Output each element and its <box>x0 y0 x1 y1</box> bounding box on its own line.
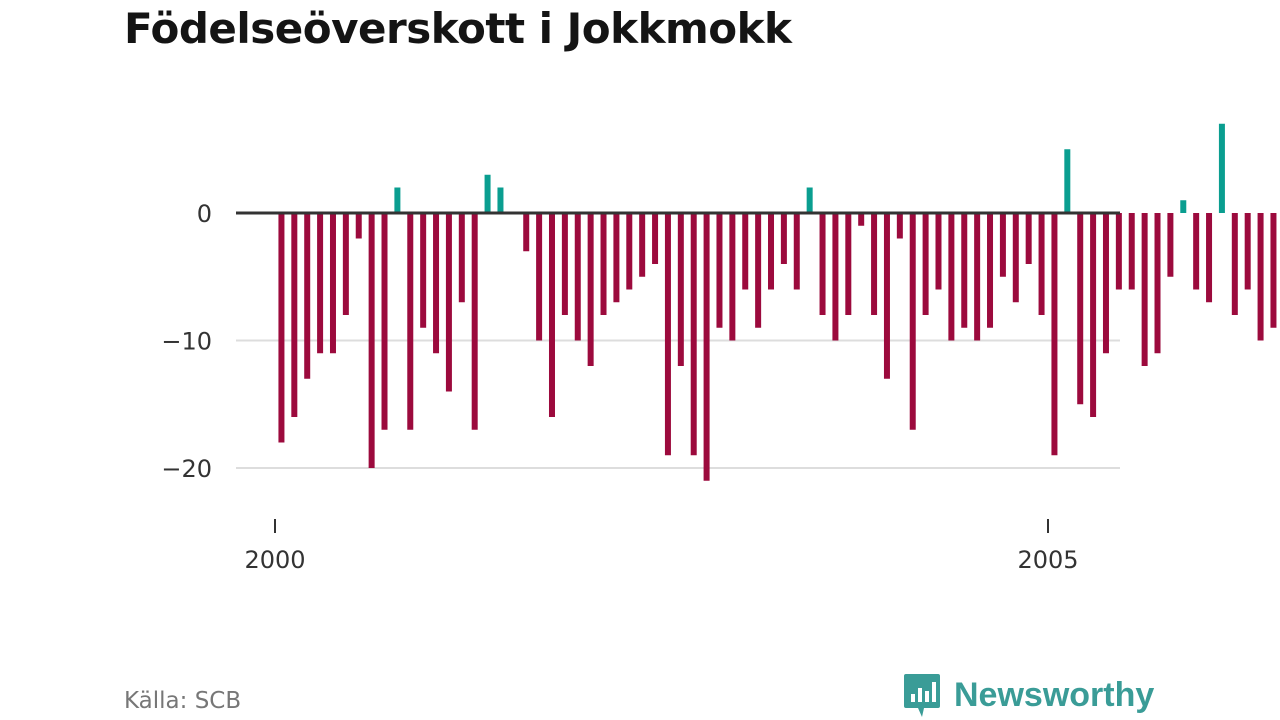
bar <box>548 213 555 417</box>
bar <box>1167 213 1174 277</box>
bar <box>922 213 929 315</box>
bar <box>1257 213 1264 341</box>
bar <box>639 213 646 277</box>
bar <box>896 213 903 239</box>
bar <box>1270 213 1277 328</box>
bar <box>871 213 878 315</box>
bar <box>626 213 633 290</box>
bar <box>1025 213 1032 264</box>
bar <box>329 213 336 354</box>
bar <box>600 213 607 315</box>
bar <box>471 213 478 430</box>
bar <box>407 213 414 430</box>
bar <box>342 213 349 315</box>
newsworthy-logo-icon <box>904 674 940 717</box>
brand-name: Newsworthy <box>954 675 1155 714</box>
bar <box>433 213 440 354</box>
bar <box>806 187 813 213</box>
bar <box>523 213 530 252</box>
bar <box>690 213 697 456</box>
bar <box>883 213 890 379</box>
bar <box>420 213 427 328</box>
bar <box>1180 200 1187 213</box>
bar <box>613 213 620 303</box>
bar <box>574 213 581 341</box>
bar <box>780 213 787 264</box>
bar <box>1231 213 1238 315</box>
bar <box>561 213 568 315</box>
y-tick-label: 0 <box>197 200 212 228</box>
bar <box>536 213 543 341</box>
y-tick-label: −20 <box>161 455 212 483</box>
bar <box>909 213 916 430</box>
bar <box>1244 213 1251 290</box>
bar <box>819 213 826 315</box>
bar <box>987 213 994 328</box>
bar <box>948 213 955 341</box>
bar <box>729 213 736 341</box>
bar <box>1051 213 1058 456</box>
bar <box>291 213 298 417</box>
chart-title: Födelseöverskott i Jokkmokk <box>124 4 792 53</box>
y-tick-label: −10 <box>161 328 212 356</box>
bar <box>677 213 684 366</box>
bar <box>1090 213 1097 417</box>
bar <box>999 213 1006 277</box>
y-axis: 0 −10 −20 <box>161 200 212 483</box>
bar <box>793 213 800 290</box>
source-note: Källa: SCB <box>124 688 242 714</box>
bar <box>832 213 839 341</box>
bar <box>935 213 942 290</box>
bar <box>652 213 659 264</box>
bar <box>1038 213 1045 315</box>
bar <box>394 187 401 213</box>
bar <box>1218 123 1225 213</box>
bar <box>961 213 968 328</box>
bar <box>755 213 762 328</box>
bar <box>497 187 504 213</box>
bar <box>1128 213 1135 290</box>
bar <box>368 213 375 468</box>
bar <box>445 213 452 392</box>
bar <box>845 213 852 315</box>
bar <box>381 213 388 430</box>
bar <box>768 213 775 290</box>
x-tick-label: 2000 <box>244 546 305 574</box>
bar <box>484 174 491 213</box>
bar <box>1064 149 1071 213</box>
bar <box>1012 213 1019 303</box>
bar <box>703 213 710 481</box>
bar <box>1102 213 1109 354</box>
bar <box>317 213 324 354</box>
bar <box>974 213 981 341</box>
bar <box>278 213 285 443</box>
bar <box>1193 213 1200 290</box>
bar <box>1206 213 1213 303</box>
x-axis: 200020052010201520202025 <box>244 519 1079 574</box>
bar <box>355 213 362 239</box>
bar <box>742 213 749 290</box>
bar <box>304 213 311 379</box>
bar <box>587 213 594 366</box>
bar <box>664 213 671 456</box>
bar <box>1154 213 1161 354</box>
brand-logo: Newsworthy <box>902 670 1154 720</box>
bar <box>1077 213 1084 405</box>
bar <box>858 213 865 226</box>
bar <box>716 213 723 328</box>
bar <box>1115 213 1122 290</box>
bar <box>1141 213 1148 366</box>
x-tick-label: 2005 <box>1017 546 1078 574</box>
bars <box>278 123 1277 481</box>
bar <box>458 213 465 303</box>
